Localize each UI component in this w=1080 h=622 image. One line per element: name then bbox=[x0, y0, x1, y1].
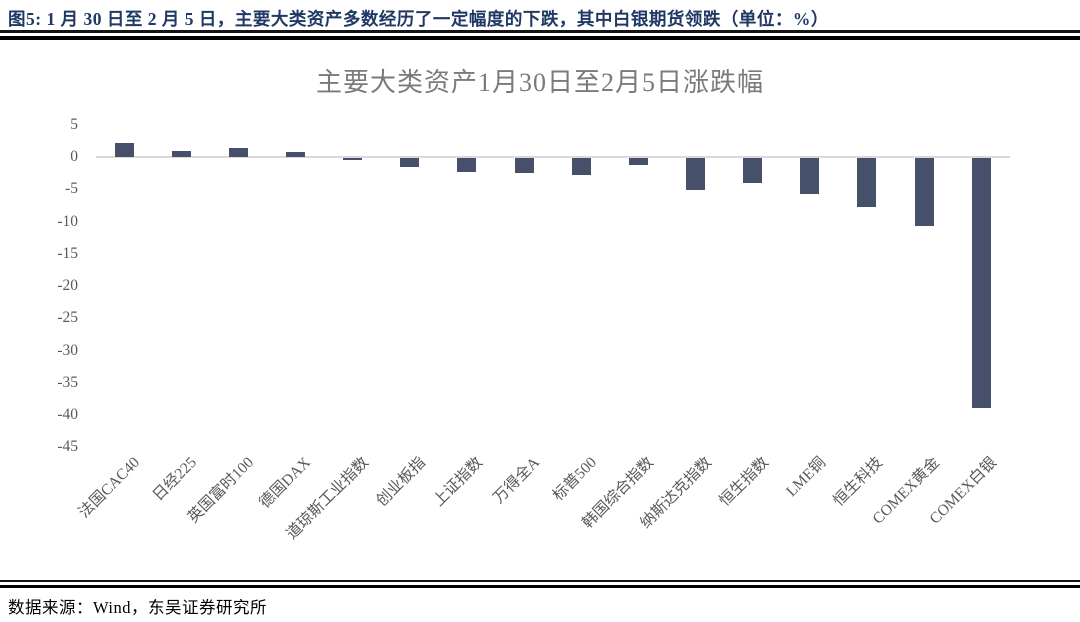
y-axis-tick-label: -15 bbox=[57, 244, 78, 262]
x-axis-label: 德国DAX bbox=[256, 454, 315, 512]
y-axis-tick-label: -30 bbox=[57, 341, 78, 359]
bar-法国CAC40 bbox=[114, 143, 134, 157]
data-source-note: 数据来源：Wind，东吴证券研究所 bbox=[8, 598, 267, 617]
bar-上证指数 bbox=[457, 158, 477, 172]
y-axis-tick-label: -20 bbox=[57, 277, 78, 294]
bar-LME铜 bbox=[800, 158, 820, 195]
bar-德国DAX bbox=[285, 151, 305, 157]
footer-divider-thin bbox=[0, 580, 1080, 582]
bar-万得全A bbox=[514, 158, 534, 174]
bar-COMEX黄金 bbox=[914, 158, 934, 226]
header-divider-thick bbox=[0, 36, 1080, 40]
x-axis-label: 恒生指数 bbox=[715, 454, 772, 510]
bar-纳斯达克指数 bbox=[686, 158, 705, 191]
y-axis-tick-label: -45 bbox=[57, 438, 78, 456]
bar-日经225 bbox=[171, 151, 191, 157]
chart-title: 主要大类资产1月30日至2月5日涨跌幅 bbox=[315, 68, 764, 97]
y-axis-tick-label: -35 bbox=[57, 373, 78, 391]
header-divider-thin bbox=[0, 30, 1080, 33]
bar-chart: 主要大类资产1月30日至2月5日涨跌幅 5 0 -5 -10 -15 -20 -25 -30 -… bbox=[0, 40, 1080, 580]
x-axis-label: LME铜 bbox=[782, 454, 829, 501]
x-axis-label: 日经225 bbox=[149, 454, 201, 505]
bar-恒生科技 bbox=[857, 158, 877, 208]
y-axis-tick-label: -25 bbox=[57, 309, 78, 327]
bar-标普500 bbox=[571, 158, 591, 175]
x-axis-zero-line bbox=[96, 156, 1010, 158]
bar-韩国综合指数 bbox=[628, 158, 648, 166]
y-axis-tick-label: -40 bbox=[57, 406, 78, 423]
x-axis-label: 恒生科技 bbox=[830, 454, 886, 510]
x-axis-label: 上证指数 bbox=[430, 454, 486, 510]
y-axis-tick-label: -5 bbox=[65, 180, 78, 198]
y-axis-tick-label: -10 bbox=[57, 212, 78, 230]
footer-divider-thick bbox=[0, 585, 1080, 588]
x-axis-label: 法国CAC40 bbox=[75, 454, 144, 522]
x-axis-label: 创业板指 bbox=[372, 454, 429, 510]
figure-caption: 图5: 1 月 30 日至 2 月 5 日，主要大类资产多数经历了一定幅度的下跌… bbox=[8, 9, 829, 29]
bar-创业板指 bbox=[400, 158, 420, 168]
bar-英国富时100 bbox=[228, 147, 248, 157]
x-axis-label: 万得全A bbox=[490, 454, 544, 507]
bar-COMEX白银 bbox=[971, 158, 991, 408]
bar-恒生指数 bbox=[743, 158, 763, 183]
x-axis-label: 标普500 bbox=[549, 454, 601, 505]
bar-道琼斯工业指数 bbox=[343, 158, 363, 160]
y-axis-tick-label: 5 bbox=[70, 115, 78, 133]
y-axis-tick-label: 0 bbox=[70, 148, 78, 165]
